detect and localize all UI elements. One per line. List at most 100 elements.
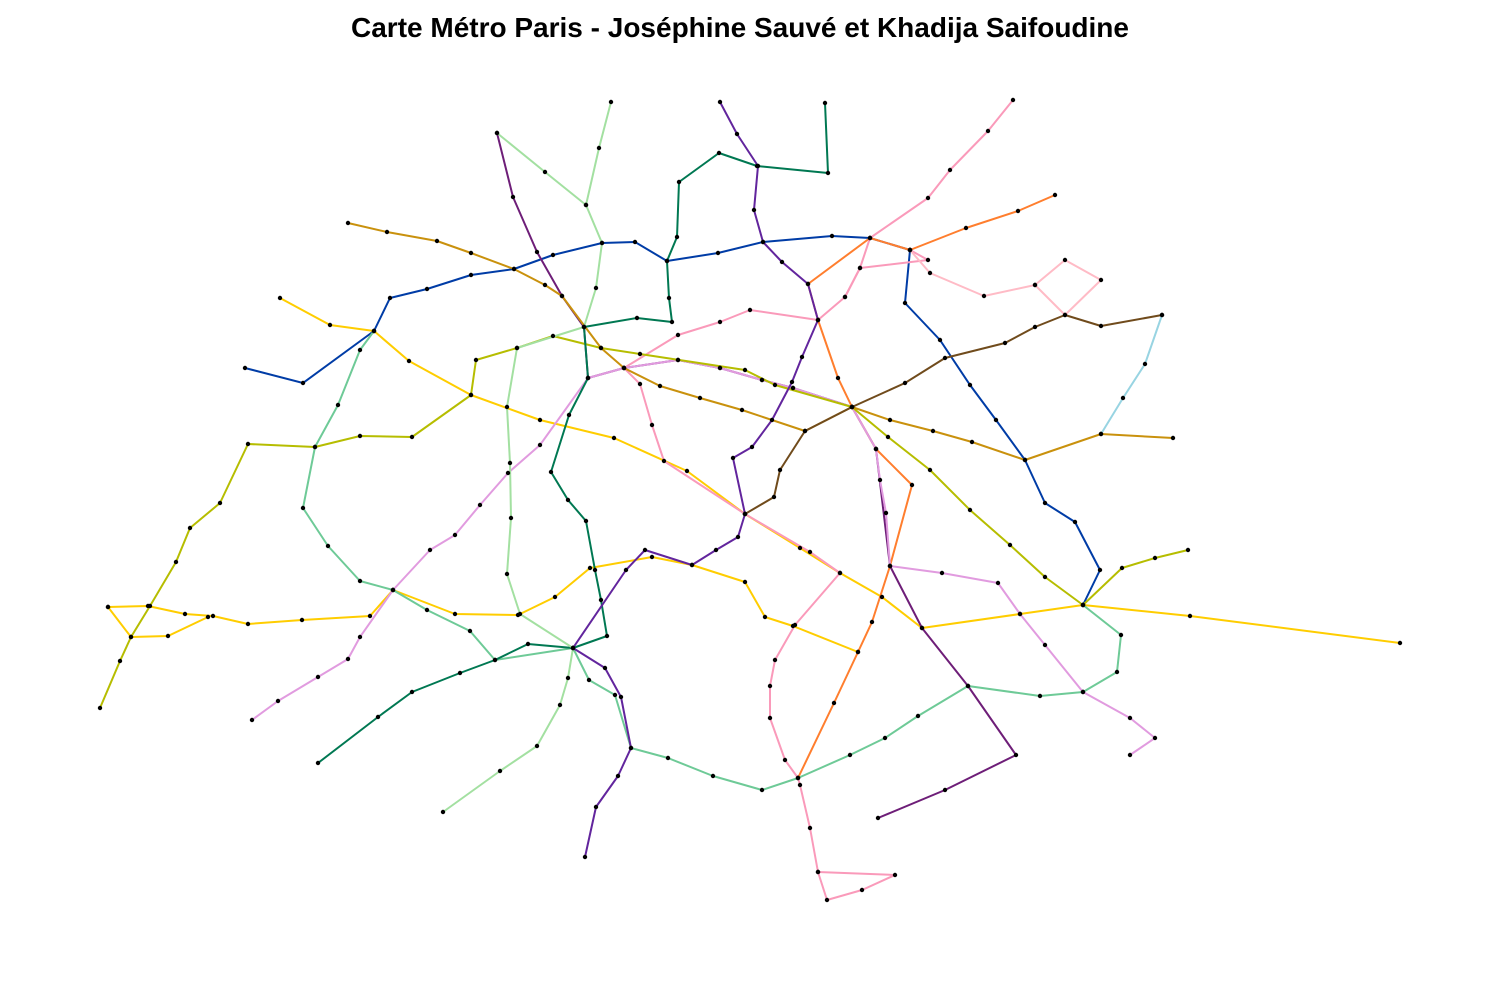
- station-m15-11[interactable]: [517, 611, 523, 617]
- station-m12-12[interactable]: [566, 412, 572, 418]
- station-m14-9[interactable]: [789, 379, 795, 385]
- station-m16-5[interactable]: [1098, 277, 1104, 283]
- station-m7-4[interactable]: [867, 235, 873, 241]
- station-m4-2[interactable]: [534, 249, 540, 255]
- station-m4-16[interactable]: [1013, 752, 1019, 758]
- station-m1b-3[interactable]: [205, 614, 211, 620]
- station-m12-21[interactable]: [492, 657, 498, 663]
- station-m1-5[interactable]: [299, 617, 305, 623]
- station-m15-0[interactable]: [608, 99, 614, 105]
- station-m15b-0[interactable]: [494, 130, 500, 136]
- station-m9-27[interactable]: [1152, 555, 1158, 561]
- station-m5-7[interactable]: [835, 375, 841, 381]
- station-m15-15[interactable]: [534, 743, 540, 749]
- station-m12-16[interactable]: [592, 567, 598, 573]
- station-m6-8[interactable]: [424, 607, 430, 613]
- station-m9-7[interactable]: [245, 441, 251, 447]
- station-m8-9[interactable]: [505, 470, 511, 476]
- metro-line-m11[interactable]: [744, 314, 1163, 515]
- station-m12-11[interactable]: [585, 375, 591, 381]
- station-m7-8[interactable]: [747, 307, 753, 313]
- station-m10-0[interactable]: [345, 220, 351, 226]
- metro-line-m8[interactable]: [251, 359, 1156, 756]
- station-m1-12[interactable]: [649, 554, 655, 560]
- station-m15-9[interactable]: [508, 515, 514, 521]
- station-m15-16[interactable]: [497, 768, 503, 774]
- station-m14-6[interactable]: [805, 281, 811, 287]
- station-m14-17[interactable]: [642, 547, 648, 553]
- station-m6-15[interactable]: [665, 755, 671, 761]
- station-m15-14[interactable]: [557, 702, 563, 708]
- station-m3-5[interactable]: [537, 417, 543, 423]
- station-m7-1[interactable]: [985, 128, 991, 134]
- station-m10-10[interactable]: [697, 395, 703, 401]
- station-m12-25[interactable]: [315, 760, 321, 766]
- station-m7-10[interactable]: [675, 332, 681, 338]
- station-m11-9[interactable]: [777, 467, 783, 473]
- station-m7b-1[interactable]: [857, 265, 863, 271]
- station-m14-2[interactable]: [755, 163, 761, 169]
- station-m6-20[interactable]: [882, 735, 888, 741]
- metro-line-m7[interactable]: [623, 99, 1014, 901]
- station-m7-12[interactable]: [637, 381, 643, 387]
- station-m7-21[interactable]: [767, 715, 773, 721]
- station-m12-24[interactable]: [375, 714, 381, 720]
- station-m12-20[interactable]: [525, 641, 531, 647]
- station-m2-13[interactable]: [829, 233, 835, 239]
- station-m3-16[interactable]: [1397, 640, 1403, 646]
- station-m14-5[interactable]: [779, 259, 785, 265]
- station-m6-13[interactable]: [612, 692, 618, 698]
- station-m9-23[interactable]: [1007, 542, 1013, 548]
- station-m3-3[interactable]: [406, 358, 412, 364]
- station-m2-23[interactable]: [1097, 567, 1103, 573]
- station-m12-5[interactable]: [674, 234, 680, 240]
- metro-line-m1[interactable]: [107, 556, 859, 653]
- station-m15-7[interactable]: [504, 404, 510, 410]
- metro-line-m4[interactable]: [496, 132, 1017, 819]
- station-m7-29[interactable]: [892, 872, 898, 878]
- station-m14-8[interactable]: [799, 354, 805, 360]
- station-m9-8[interactable]: [312, 444, 318, 450]
- station-m15-3[interactable]: [599, 240, 605, 246]
- station-m7-2[interactable]: [947, 167, 953, 173]
- station-m6-6[interactable]: [357, 578, 363, 584]
- station-m14-24[interactable]: [593, 804, 599, 810]
- station-m14-14[interactable]: [735, 534, 741, 540]
- station-m12-7[interactable]: [666, 295, 672, 301]
- station-m13-1[interactable]: [1142, 361, 1148, 367]
- station-m7-13[interactable]: [649, 422, 655, 428]
- station-m11-8[interactable]: [802, 428, 808, 434]
- station-m1-3[interactable]: [210, 613, 216, 619]
- station-m9-0[interactable]: [97, 705, 103, 711]
- station-m9-11[interactable]: [468, 392, 474, 398]
- metro-line-m3[interactable]: [279, 297, 1401, 644]
- station-m10-5[interactable]: [542, 282, 548, 288]
- station-m16-6[interactable]: [1062, 257, 1068, 263]
- station-m7-27[interactable]: [824, 897, 830, 903]
- station-m8-18[interactable]: [873, 446, 879, 452]
- station-m15b-2[interactable]: [583, 202, 589, 208]
- station-m9-2[interactable]: [128, 634, 134, 640]
- station-m10-6[interactable]: [559, 293, 565, 299]
- station-m1-11[interactable]: [587, 565, 593, 571]
- station-m14-23[interactable]: [615, 773, 621, 779]
- station-m6-21[interactable]: [915, 713, 921, 719]
- station-m14-11[interactable]: [749, 444, 755, 450]
- station-m12-15[interactable]: [583, 518, 589, 524]
- station-m4-17[interactable]: [942, 787, 948, 793]
- station-m8-1[interactable]: [275, 698, 281, 704]
- station-m2-1[interactable]: [300, 380, 306, 386]
- station-m12-13[interactable]: [548, 469, 554, 475]
- station-m8-26[interactable]: [1080, 689, 1086, 695]
- station-m10-7[interactable]: [598, 345, 604, 351]
- station-m12-23[interactable]: [409, 689, 415, 695]
- station-m7-24[interactable]: [797, 782, 803, 788]
- station-m9-24[interactable]: [1042, 574, 1048, 580]
- station-m9-26[interactable]: [1119, 565, 1125, 571]
- station-m10-14[interactable]: [887, 417, 893, 423]
- station-m10-9[interactable]: [657, 383, 663, 389]
- station-m1-6[interactable]: [367, 613, 373, 619]
- station-m9-4[interactable]: [173, 559, 179, 565]
- station-m7-16[interactable]: [807, 549, 813, 555]
- metro-line-m12[interactable]: [317, 102, 829, 764]
